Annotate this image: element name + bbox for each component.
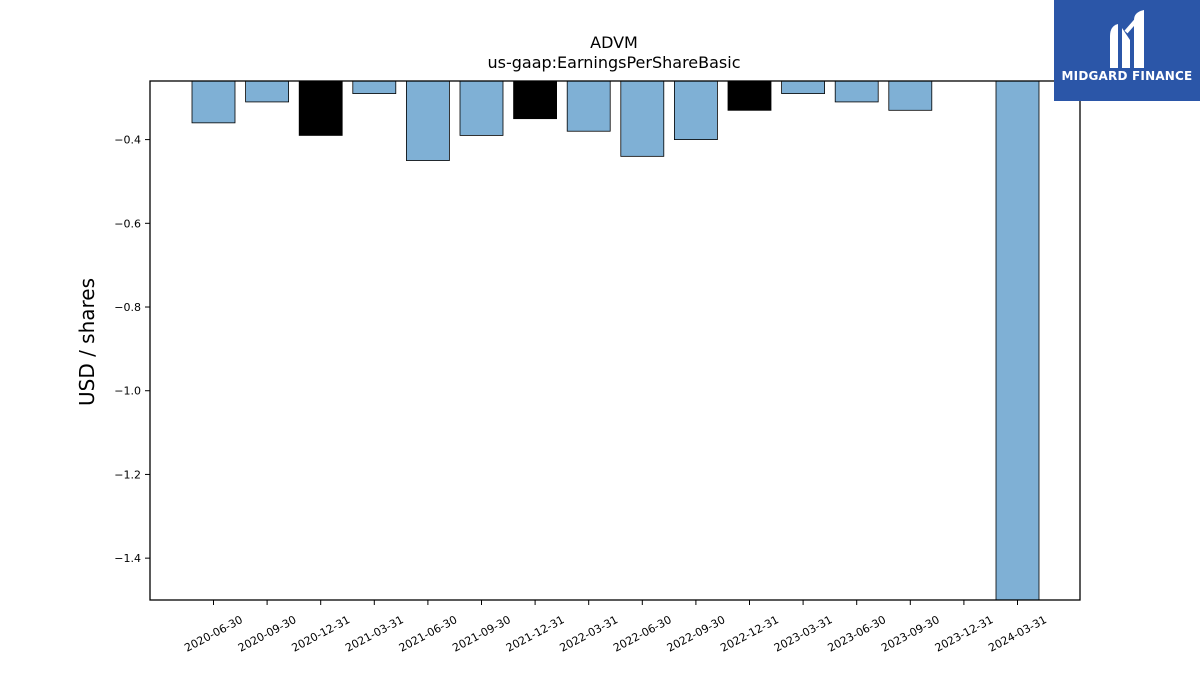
- y-tick-label: −0.8: [114, 301, 141, 314]
- x-tick-label: 2024-03-31: [986, 613, 1049, 654]
- y-axis-label: USD / shares: [75, 278, 99, 406]
- bar-2020-06-30: [191, 80, 236, 124]
- bar-2024-03-31: [995, 80, 1040, 601]
- bar-2022-06-30: [620, 80, 665, 157]
- x-tick-label: 2020-09-30: [236, 613, 299, 654]
- y-axis-ticks: −0.4 −0.6 −0.8 −1.0 −1.2 −1.4: [114, 134, 150, 565]
- y-tick-label: −1.2: [114, 468, 141, 481]
- y-tick-label: −1.0: [114, 385, 141, 398]
- x-tick-label: 2021-12-31: [504, 613, 567, 654]
- x-tick-label: 2021-06-30: [397, 613, 460, 654]
- bar-2023-06-30: [834, 80, 879, 103]
- midgard-logo-icon: [1110, 10, 1144, 68]
- x-tick-label: 2023-12-31: [933, 613, 996, 654]
- x-tick-label: 2022-06-30: [611, 613, 674, 654]
- x-tick-label: 2022-12-31: [718, 613, 781, 654]
- x-tick-label: 2020-12-31: [290, 613, 353, 654]
- bar-2020-09-30: [245, 80, 290, 103]
- plot-frame: [149, 80, 1081, 601]
- x-tick-label: 2022-03-31: [558, 613, 621, 654]
- bar-2020-12-31: [298, 80, 343, 136]
- bar-2021-09-30: [459, 80, 504, 136]
- bar-2022-03-31: [566, 80, 611, 132]
- y-tick-label: −1.4: [114, 552, 141, 565]
- x-tick-label: 2023-03-31: [772, 613, 835, 654]
- bar-2022-12-31: [727, 80, 772, 111]
- bar-2021-03-31: [352, 80, 397, 94]
- bar-2023-09-30: [888, 80, 933, 111]
- x-tick-label: 2021-09-30: [450, 613, 513, 654]
- y-tick-label: −0.6: [114, 217, 141, 230]
- chart-subtitle: us-gaap:EarningsPerShareBasic: [487, 53, 740, 72]
- bar-2022-09-30: [674, 80, 718, 140]
- logo-text: MIDGARD FINANCE: [1061, 69, 1193, 83]
- bar-group: [191, 80, 1040, 601]
- x-tick-label: 2022-09-30: [665, 613, 728, 654]
- bar-2023-03-31: [781, 80, 825, 94]
- x-tick-label: 2021-03-31: [343, 613, 406, 654]
- x-tick-label: 2020-06-30: [182, 613, 245, 654]
- x-tick-label: 2023-06-30: [826, 613, 889, 654]
- midgard-finance-logo: MIDGARD FINANCE: [1054, 0, 1200, 101]
- bar-2021-06-30: [405, 80, 450, 161]
- x-tick-label: 2023-09-30: [879, 613, 942, 654]
- y-tick-label: −0.4: [114, 134, 141, 147]
- bar-2021-12-31: [513, 80, 557, 120]
- chart-title: ADVM: [590, 33, 638, 52]
- x-axis-ticks: 2020-06-302020-09-302020-12-312021-03-31…: [182, 600, 1049, 655]
